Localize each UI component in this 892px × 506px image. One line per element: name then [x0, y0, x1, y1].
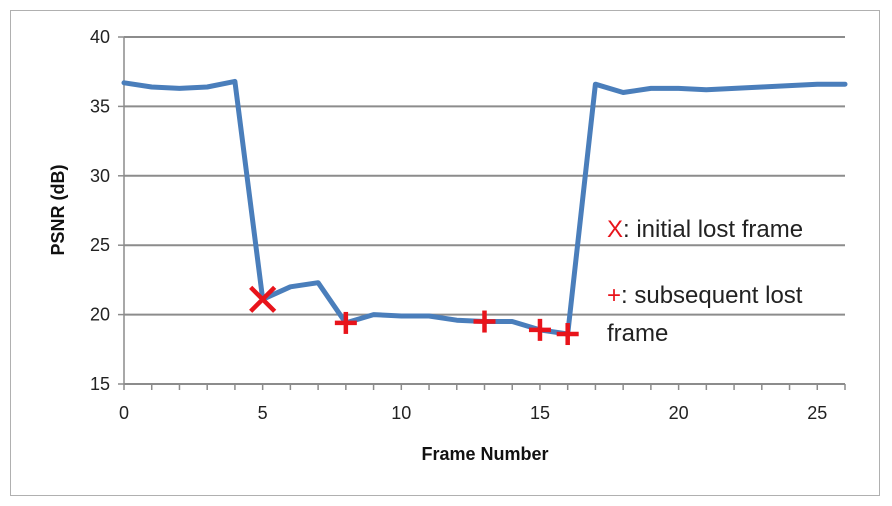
annotation-plus-continuation: frame: [607, 320, 668, 347]
annotation-plus-text: : subsequent lost: [621, 282, 803, 309]
chart-frame: [10, 10, 880, 496]
y-tick-label-15: 15: [90, 374, 110, 394]
x-tick-label-15: 15: [530, 403, 550, 423]
y-tick-label-20: 20: [90, 305, 110, 325]
plus-marker-frame-15: [528, 318, 551, 341]
y-tick-label-40: 40: [90, 27, 110, 47]
y-tick-label-35: 35: [90, 96, 110, 116]
x-tick-label-20: 20: [669, 403, 689, 423]
x-tick-label-10: 10: [391, 403, 411, 423]
annotation-plus-symbol: +: [607, 282, 621, 309]
gridlines: [118, 36, 846, 390]
annotation-initial-lost: X: initial lost frame: [607, 216, 803, 243]
x-marker-stroke-b: [249, 285, 277, 313]
y-tick-label-25: 25: [90, 235, 110, 255]
x-axis-title: Frame Number: [421, 444, 548, 464]
tick-labels: 15 20 25 30 35 40 0 5 10 15 20 25: [90, 27, 827, 423]
y-tick-label-30: 30: [90, 166, 110, 186]
x-tick-label-0: 0: [119, 403, 129, 423]
plus-marker-frame-8: [334, 311, 357, 334]
y-axis-title: PSNR (dB): [48, 165, 68, 256]
plus-marker-frame-13: [473, 310, 496, 333]
x-tick-label-25: 25: [807, 403, 827, 423]
x-marker-frame-5: [249, 285, 277, 313]
annotation-x-text: : initial lost frame: [623, 216, 803, 243]
annotation-x-symbol: X: [607, 216, 623, 243]
annotation-subsequent-lost: +: subsequent lost: [607, 282, 803, 309]
x-tick-label-5: 5: [258, 403, 268, 423]
lost-frame-markers: [249, 285, 579, 346]
plus-marker-frame-16: [556, 323, 579, 346]
